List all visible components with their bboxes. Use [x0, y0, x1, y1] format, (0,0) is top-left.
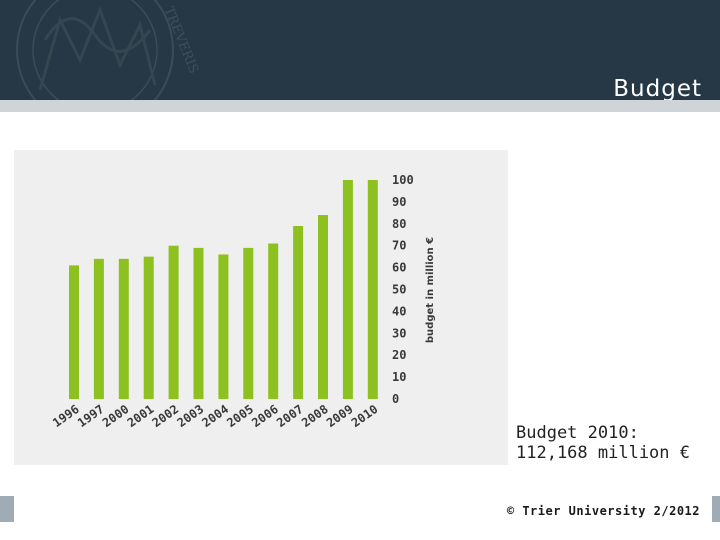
- y-tick-label-0: 0: [392, 392, 399, 406]
- y-tick-label-70: 70: [392, 239, 406, 253]
- caption-line-1: Budget 2010:: [516, 423, 639, 443]
- bar-2005: [243, 247, 254, 399]
- bar-2008: [318, 215, 328, 399]
- bar-1996: [69, 265, 79, 399]
- budget-bar-chart: 1996199720002001200220032004200520062007…: [50, 173, 436, 430]
- bar-2000: [118, 258, 129, 399]
- y-tick-label-10: 10: [392, 370, 406, 384]
- bar-2004: [218, 254, 229, 399]
- x-tick-label-2010: 2010: [349, 402, 381, 430]
- footer-box: [14, 496, 712, 522]
- caption-line-2: 112,168 million €: [516, 443, 690, 463]
- slide-title: Budget: [613, 76, 702, 100]
- y-tick-label-40: 40: [392, 304, 406, 318]
- header-bar: TREVERIS Budget: [0, 0, 720, 100]
- y-tick-label-100: 100: [392, 173, 414, 187]
- bar-2009: [342, 180, 353, 399]
- header-stripe: [0, 100, 720, 112]
- bar-2002: [168, 245, 179, 399]
- y-axis-label: budget in million €: [425, 237, 436, 343]
- budget-caption: Budget 2010: 112,168 million €: [516, 423, 690, 463]
- y-tick-label-90: 90: [392, 195, 406, 209]
- y-tick-label-80: 80: [392, 217, 406, 231]
- y-tick-label-50: 50: [392, 283, 406, 297]
- bar-2010: [367, 180, 378, 399]
- svg-text:TREVERIS: TREVERIS: [161, 5, 201, 76]
- university-seal-icon: TREVERIS: [16, 0, 201, 100]
- bar-2001: [143, 256, 154, 399]
- bar-2006: [268, 243, 279, 399]
- bar-2007: [293, 225, 304, 399]
- bar-1997: [93, 258, 104, 399]
- bar-2003: [193, 247, 204, 399]
- y-tick-label-20: 20: [392, 348, 406, 362]
- footer-copyright: © Trier University 2/2012: [506, 504, 700, 518]
- y-tick-label-60: 60: [392, 261, 406, 275]
- chart-panel: 1996 1997 2000 2001 2002 2003 2004 2005 2006 2007…: [14, 150, 508, 465]
- y-tick-label-30: 30: [392, 326, 406, 340]
